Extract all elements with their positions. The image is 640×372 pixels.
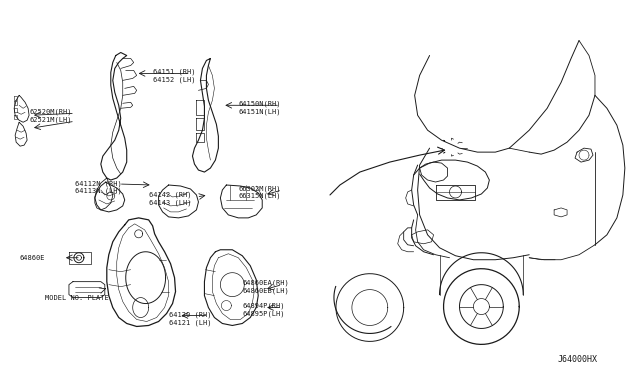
Text: 64112N (RH): 64112N (RH)	[75, 180, 122, 186]
Text: 64895P(LH): 64895P(LH)	[243, 311, 285, 317]
Text: J64000HX: J64000HX	[557, 355, 597, 364]
Text: 66302M(RH): 66302M(RH)	[238, 185, 281, 192]
Text: 64151 (RH): 64151 (RH)	[152, 68, 195, 75]
Text: 62520M(RH): 62520M(RH)	[29, 108, 72, 115]
Text: 64143 (LH): 64143 (LH)	[148, 200, 191, 206]
Text: 64860EB(LH): 64860EB(LH)	[243, 288, 289, 294]
Text: 64142 (RH): 64142 (RH)	[148, 192, 191, 199]
Text: 64894P(RH): 64894P(RH)	[243, 302, 285, 309]
Text: 64150N(RH): 64150N(RH)	[238, 100, 281, 107]
Text: 64860EA(RH): 64860EA(RH)	[243, 280, 289, 286]
Text: 62521M(LH): 62521M(LH)	[29, 116, 72, 123]
Text: 64152 (LH): 64152 (LH)	[152, 76, 195, 83]
Text: 64860E: 64860E	[19, 255, 45, 261]
Text: MODEL NO. PLATE: MODEL NO. PLATE	[45, 295, 109, 301]
Text: 64113N (LH): 64113N (LH)	[75, 188, 122, 195]
Text: 64151N(LH): 64151N(LH)	[238, 108, 281, 115]
Text: 64121 (LH): 64121 (LH)	[168, 320, 211, 326]
Text: 66315N(LH): 66315N(LH)	[238, 193, 281, 199]
Text: 64120 (RH): 64120 (RH)	[168, 311, 211, 318]
